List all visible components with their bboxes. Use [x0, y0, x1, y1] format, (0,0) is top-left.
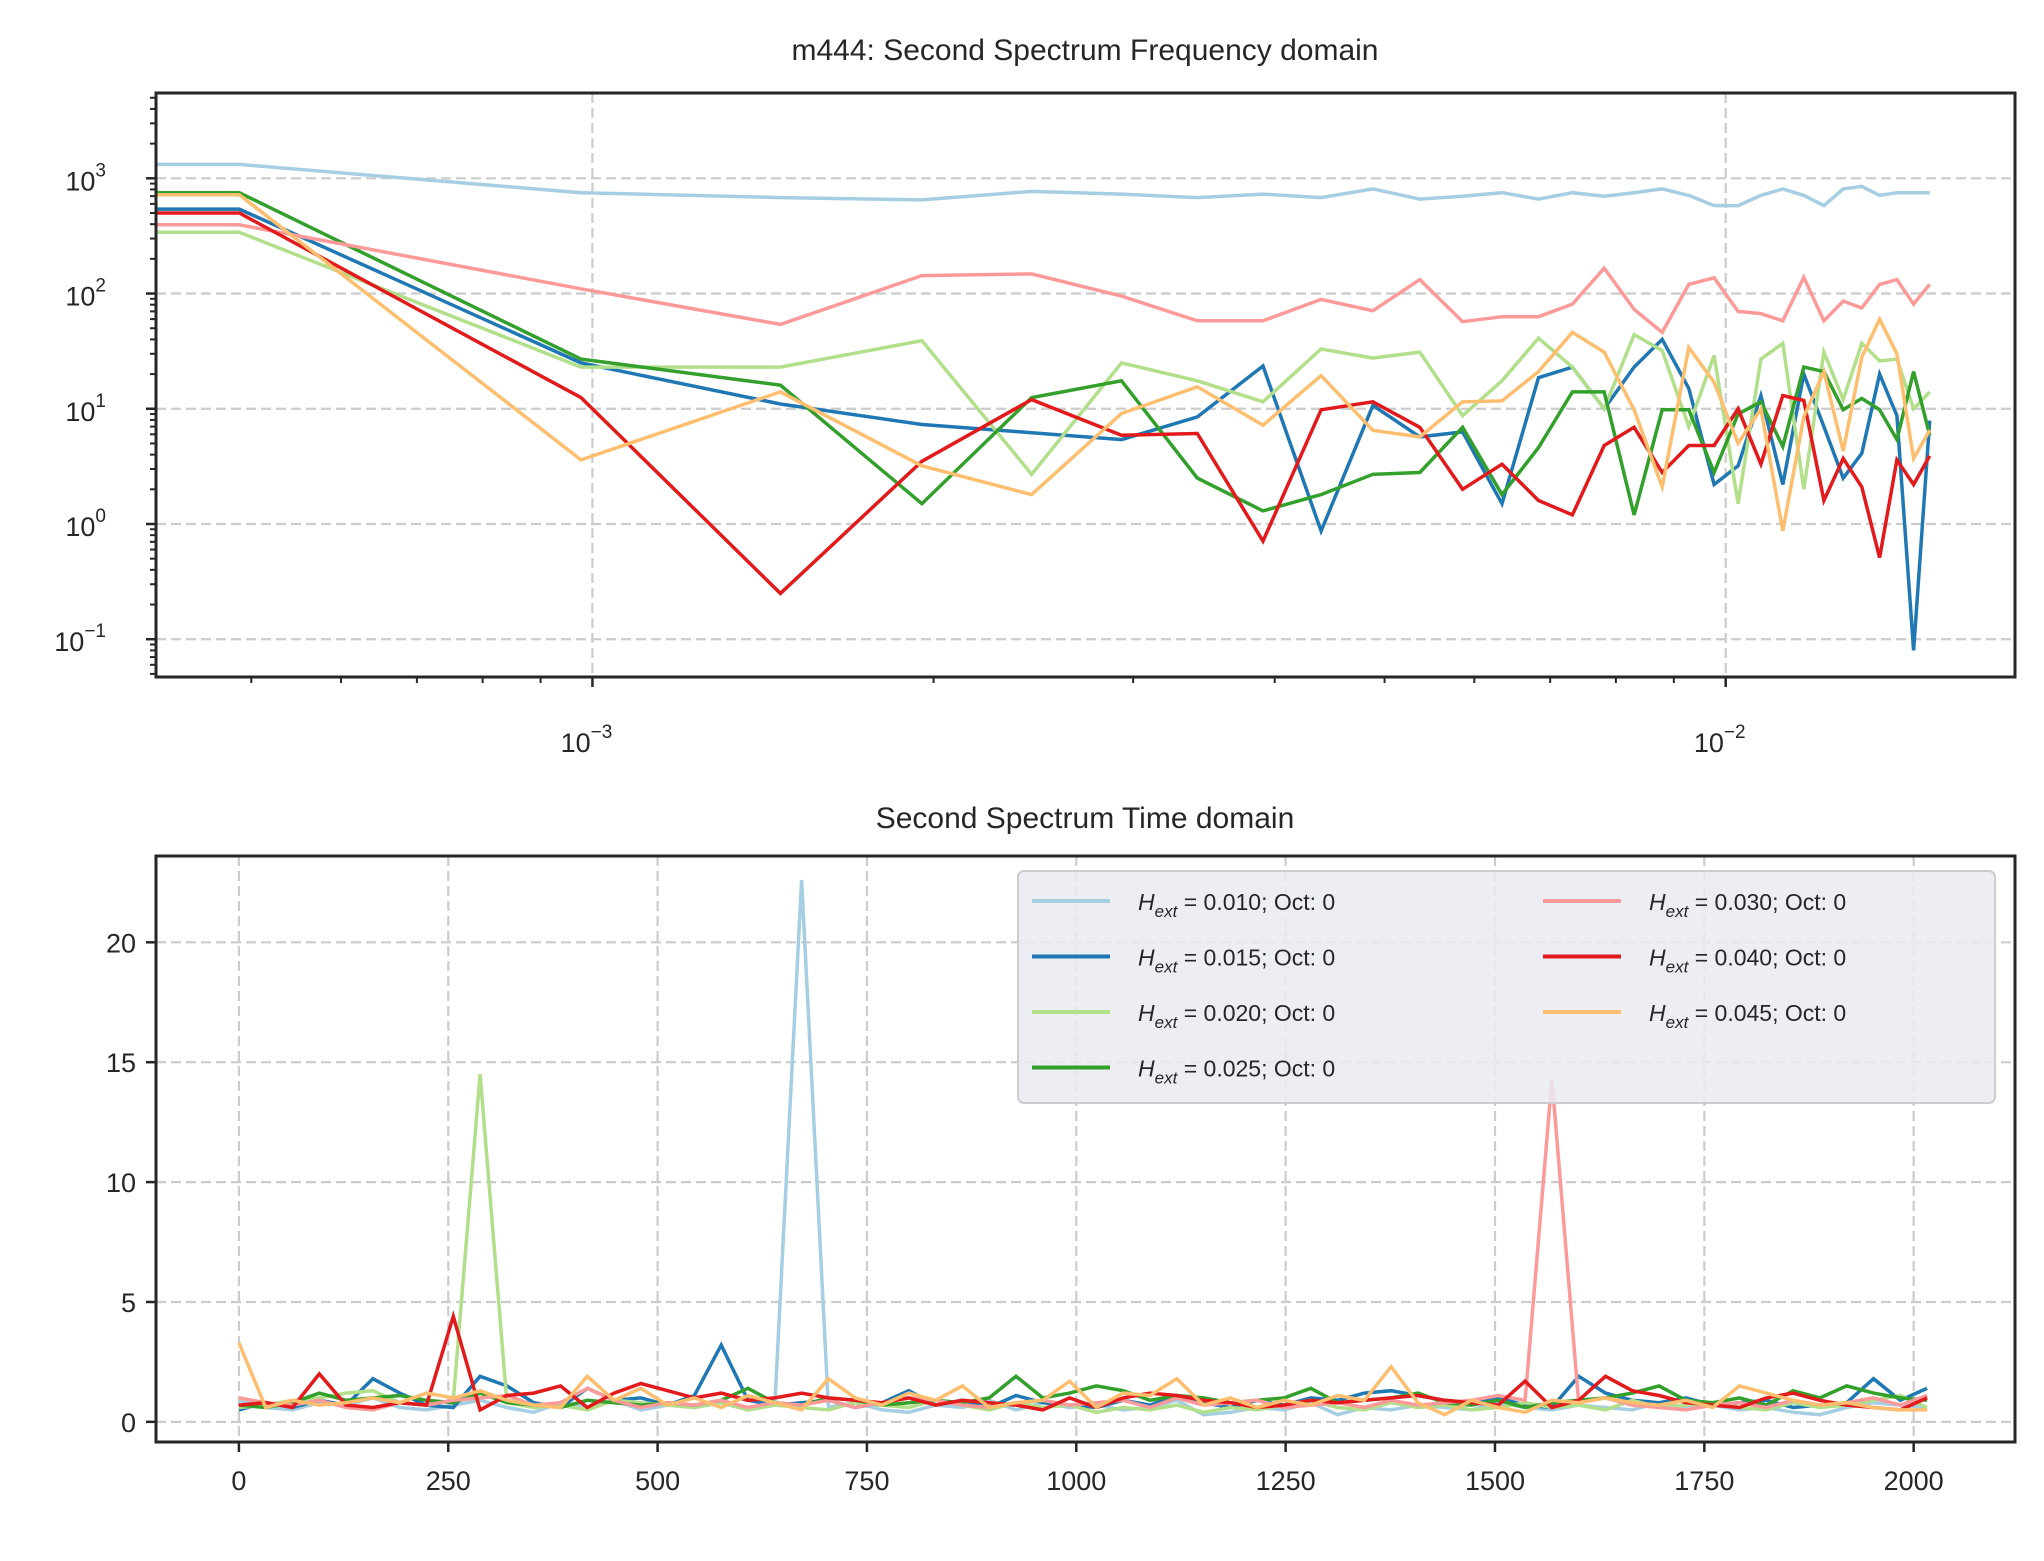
legend-var: H	[1138, 945, 1155, 971]
x-tick-label: 10−2	[1694, 722, 1746, 758]
y-tick-label: 10	[106, 1168, 136, 1198]
legend-var: H	[1649, 1000, 1666, 1026]
legend-subscript: ext	[1155, 958, 1179, 977]
y-tick-label: 15	[106, 1048, 136, 1078]
legend-var: H	[1649, 889, 1666, 915]
series-line-0.025	[156, 190, 1932, 516]
x-tick-label: 500	[635, 1466, 680, 1496]
bottom-chart-title: Second Spectrum Time domain	[876, 802, 1295, 835]
legend-item: Hext = 0.045; Oct: 0	[1543, 1000, 1846, 1032]
legend-value: = 0.020; Oct: 0	[1177, 1000, 1335, 1026]
tick-base: 10	[65, 512, 95, 542]
x-tick-label: 2000	[1884, 1466, 1944, 1496]
tick-exponent: 0	[95, 506, 106, 527]
tick-base: 10	[561, 728, 591, 758]
tick-exponent: −2	[1724, 722, 1746, 743]
x-tick-label: 1750	[1674, 1466, 1734, 1496]
tick-exponent: −1	[84, 621, 106, 642]
legend-item: Hext = 0.040; Oct: 0	[1543, 945, 1846, 977]
series-line-0.040	[156, 211, 1932, 596]
legend-subscript: ext	[1155, 902, 1179, 921]
legend-subscript: ext	[1155, 1069, 1179, 1088]
legend-subscript: ext	[1155, 1013, 1179, 1032]
y-tick-label: 102	[65, 276, 106, 312]
tick-base: 10	[65, 282, 95, 312]
legend-value: = 0.030; Oct: 0	[1688, 889, 1846, 915]
legend-label: Hext = 0.040; Oct: 0	[1649, 945, 1846, 977]
legend-label: Hext = 0.015; Oct: 0	[1138, 945, 1335, 977]
legend-label: Hext = 0.010; Oct: 0	[1138, 889, 1335, 921]
tick-base: 10	[54, 627, 84, 657]
legend-item: Hext = 0.030; Oct: 0	[1543, 889, 1846, 921]
time-domain-axes: 0 250 500 750 1000 1250 1500 1750 2000 0 5 10 15 20 He…	[106, 854, 2017, 1496]
series-line-5	[238, 1310, 1928, 1413]
legend-var: H	[1649, 945, 1666, 971]
legend-label: Hext = 0.025; Oct: 0	[1138, 1056, 1335, 1088]
tick-base: 10	[65, 397, 95, 427]
legend-label: Hext = 0.030; Oct: 0	[1649, 889, 1846, 921]
legend-item: Hext = 0.020; Oct: 0	[1032, 1000, 1335, 1032]
series-line-0.020	[156, 230, 1931, 504]
x-tick-label: 0	[231, 1466, 246, 1496]
legend-subscript: ext	[1666, 958, 1690, 977]
y-tick-label: 100	[65, 506, 106, 542]
legend-subscript: ext	[1666, 1013, 1690, 1032]
tick-base: 10	[1694, 728, 1724, 758]
x-tick-label: 1250	[1256, 1466, 1316, 1496]
tick-exponent: 2	[95, 276, 106, 297]
series-line-0.045	[156, 192, 1932, 532]
x-tick-label: 1500	[1465, 1466, 1525, 1496]
legend-item: Hext = 0.015; Oct: 0	[1032, 945, 1335, 977]
series-line-6	[237, 1342, 1928, 1417]
y-tick-label: 5	[121, 1288, 136, 1318]
y-tick-label: 20	[106, 928, 136, 958]
x-tick-label: 10−3	[561, 722, 613, 758]
legend-value: = 0.010; Oct: 0	[1177, 889, 1335, 915]
legend-value: = 0.025; Oct: 0	[1177, 1056, 1335, 1082]
legend-value: = 0.040; Oct: 0	[1688, 945, 1846, 971]
tick-exponent: −3	[591, 722, 613, 743]
legend-item: Hext = 0.010; Oct: 0	[1032, 889, 1335, 921]
y-tick-label: 0	[121, 1408, 136, 1438]
tick-exponent: 3	[95, 160, 106, 181]
plot-frame	[154, 91, 2017, 679]
x-tick-label: 1000	[1046, 1466, 1106, 1496]
legend-value: = 0.015; Oct: 0	[1177, 945, 1335, 971]
x-tick-label: 750	[844, 1466, 889, 1496]
plot-frame	[154, 854, 2017, 1444]
tick-base: 10	[65, 166, 95, 196]
y-tick-label: 103	[65, 160, 106, 196]
series-line-0.010	[156, 162, 1930, 208]
legend-var: H	[1138, 1000, 1155, 1026]
y-tick-label: 101	[65, 391, 106, 427]
top-chart-title: m444: Second Spectrum Frequency domain	[792, 34, 1379, 67]
legend-subscript: ext	[1666, 902, 1690, 921]
legend-var: H	[1138, 889, 1155, 915]
legend-var: H	[1138, 1056, 1155, 1082]
tick-exponent: 1	[95, 391, 106, 412]
x-tick-label: 250	[426, 1466, 471, 1496]
y-tick-label: 10−1	[54, 621, 106, 657]
series-line-0.030	[156, 223, 1932, 336]
legend-label: Hext = 0.045; Oct: 0	[1649, 1000, 1846, 1032]
legend-box	[1017, 870, 1996, 1104]
legend-label: Hext = 0.020; Oct: 0	[1138, 1000, 1335, 1032]
legend-item: Hext = 0.025; Oct: 0	[1032, 1056, 1335, 1088]
legend-value: = 0.045; Oct: 0	[1688, 1000, 1846, 1026]
